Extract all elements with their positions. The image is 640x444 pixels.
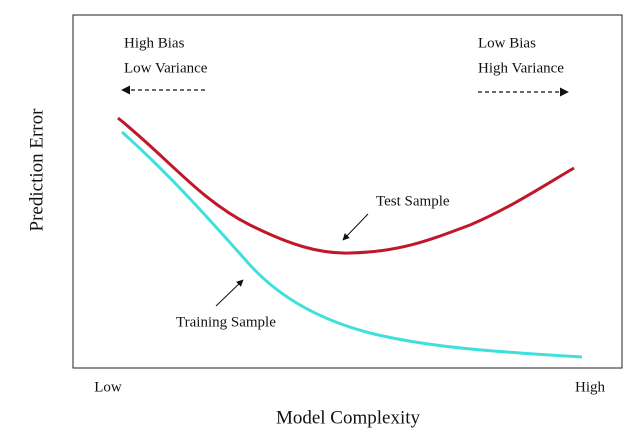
curve-label: Training Sample [176, 314, 276, 330]
annotation: Low Bias [478, 35, 536, 51]
y-axis-label: Prediction Error [26, 108, 47, 232]
x-high-label: High [575, 379, 606, 395]
training-curve [120, 130, 583, 359]
curve-label: Test Sample [376, 193, 450, 209]
plot-frame [72, 14, 623, 369]
x-low-label: Low [94, 379, 122, 395]
x-axis-label: Model Complexity [276, 407, 421, 428]
annotation: High Bias [124, 35, 185, 51]
annotation: High Variance [478, 60, 564, 76]
arrow [215, 279, 244, 307]
test-curve [117, 116, 575, 255]
arrow [342, 213, 369, 241]
annotation: Low Variance [124, 60, 208, 76]
